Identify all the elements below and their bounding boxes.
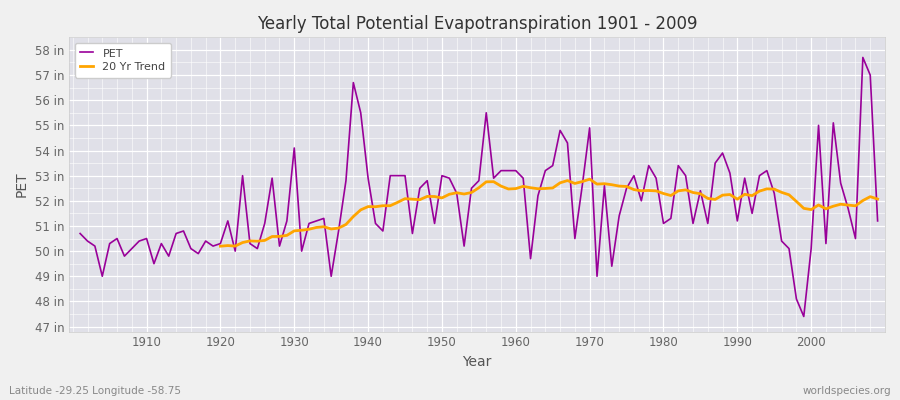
PET [503, 168, 514, 173]
Legend: PET, 20 Yr Trend: PET, 20 Yr Trend [75, 43, 171, 78]
PET [798, 314, 809, 319]
20 Yr Trend [296, 228, 307, 233]
PET [296, 249, 307, 254]
20 Yr Trend [340, 222, 351, 227]
PET [510, 168, 521, 173]
Line: PET: PET [80, 58, 878, 316]
20 Yr Trend [599, 181, 610, 186]
Y-axis label: PET: PET [15, 172, 29, 197]
PET [599, 183, 610, 188]
PET [872, 218, 883, 223]
PET [75, 231, 86, 236]
PET [858, 55, 868, 60]
PET [134, 239, 145, 244]
20 Yr Trend [510, 186, 521, 191]
Text: Latitude -29.25 Longitude -58.75: Latitude -29.25 Longitude -58.75 [9, 386, 181, 396]
Text: worldspecies.org: worldspecies.org [803, 386, 891, 396]
PET [340, 178, 351, 183]
Line: 20 Yr Trend: 20 Yr Trend [220, 179, 878, 246]
20 Yr Trend [872, 197, 883, 202]
X-axis label: Year: Year [463, 355, 491, 369]
Title: Yearly Total Potential Evapotranspiration 1901 - 2009: Yearly Total Potential Evapotranspiratio… [256, 15, 698, 33]
20 Yr Trend [503, 186, 514, 191]
